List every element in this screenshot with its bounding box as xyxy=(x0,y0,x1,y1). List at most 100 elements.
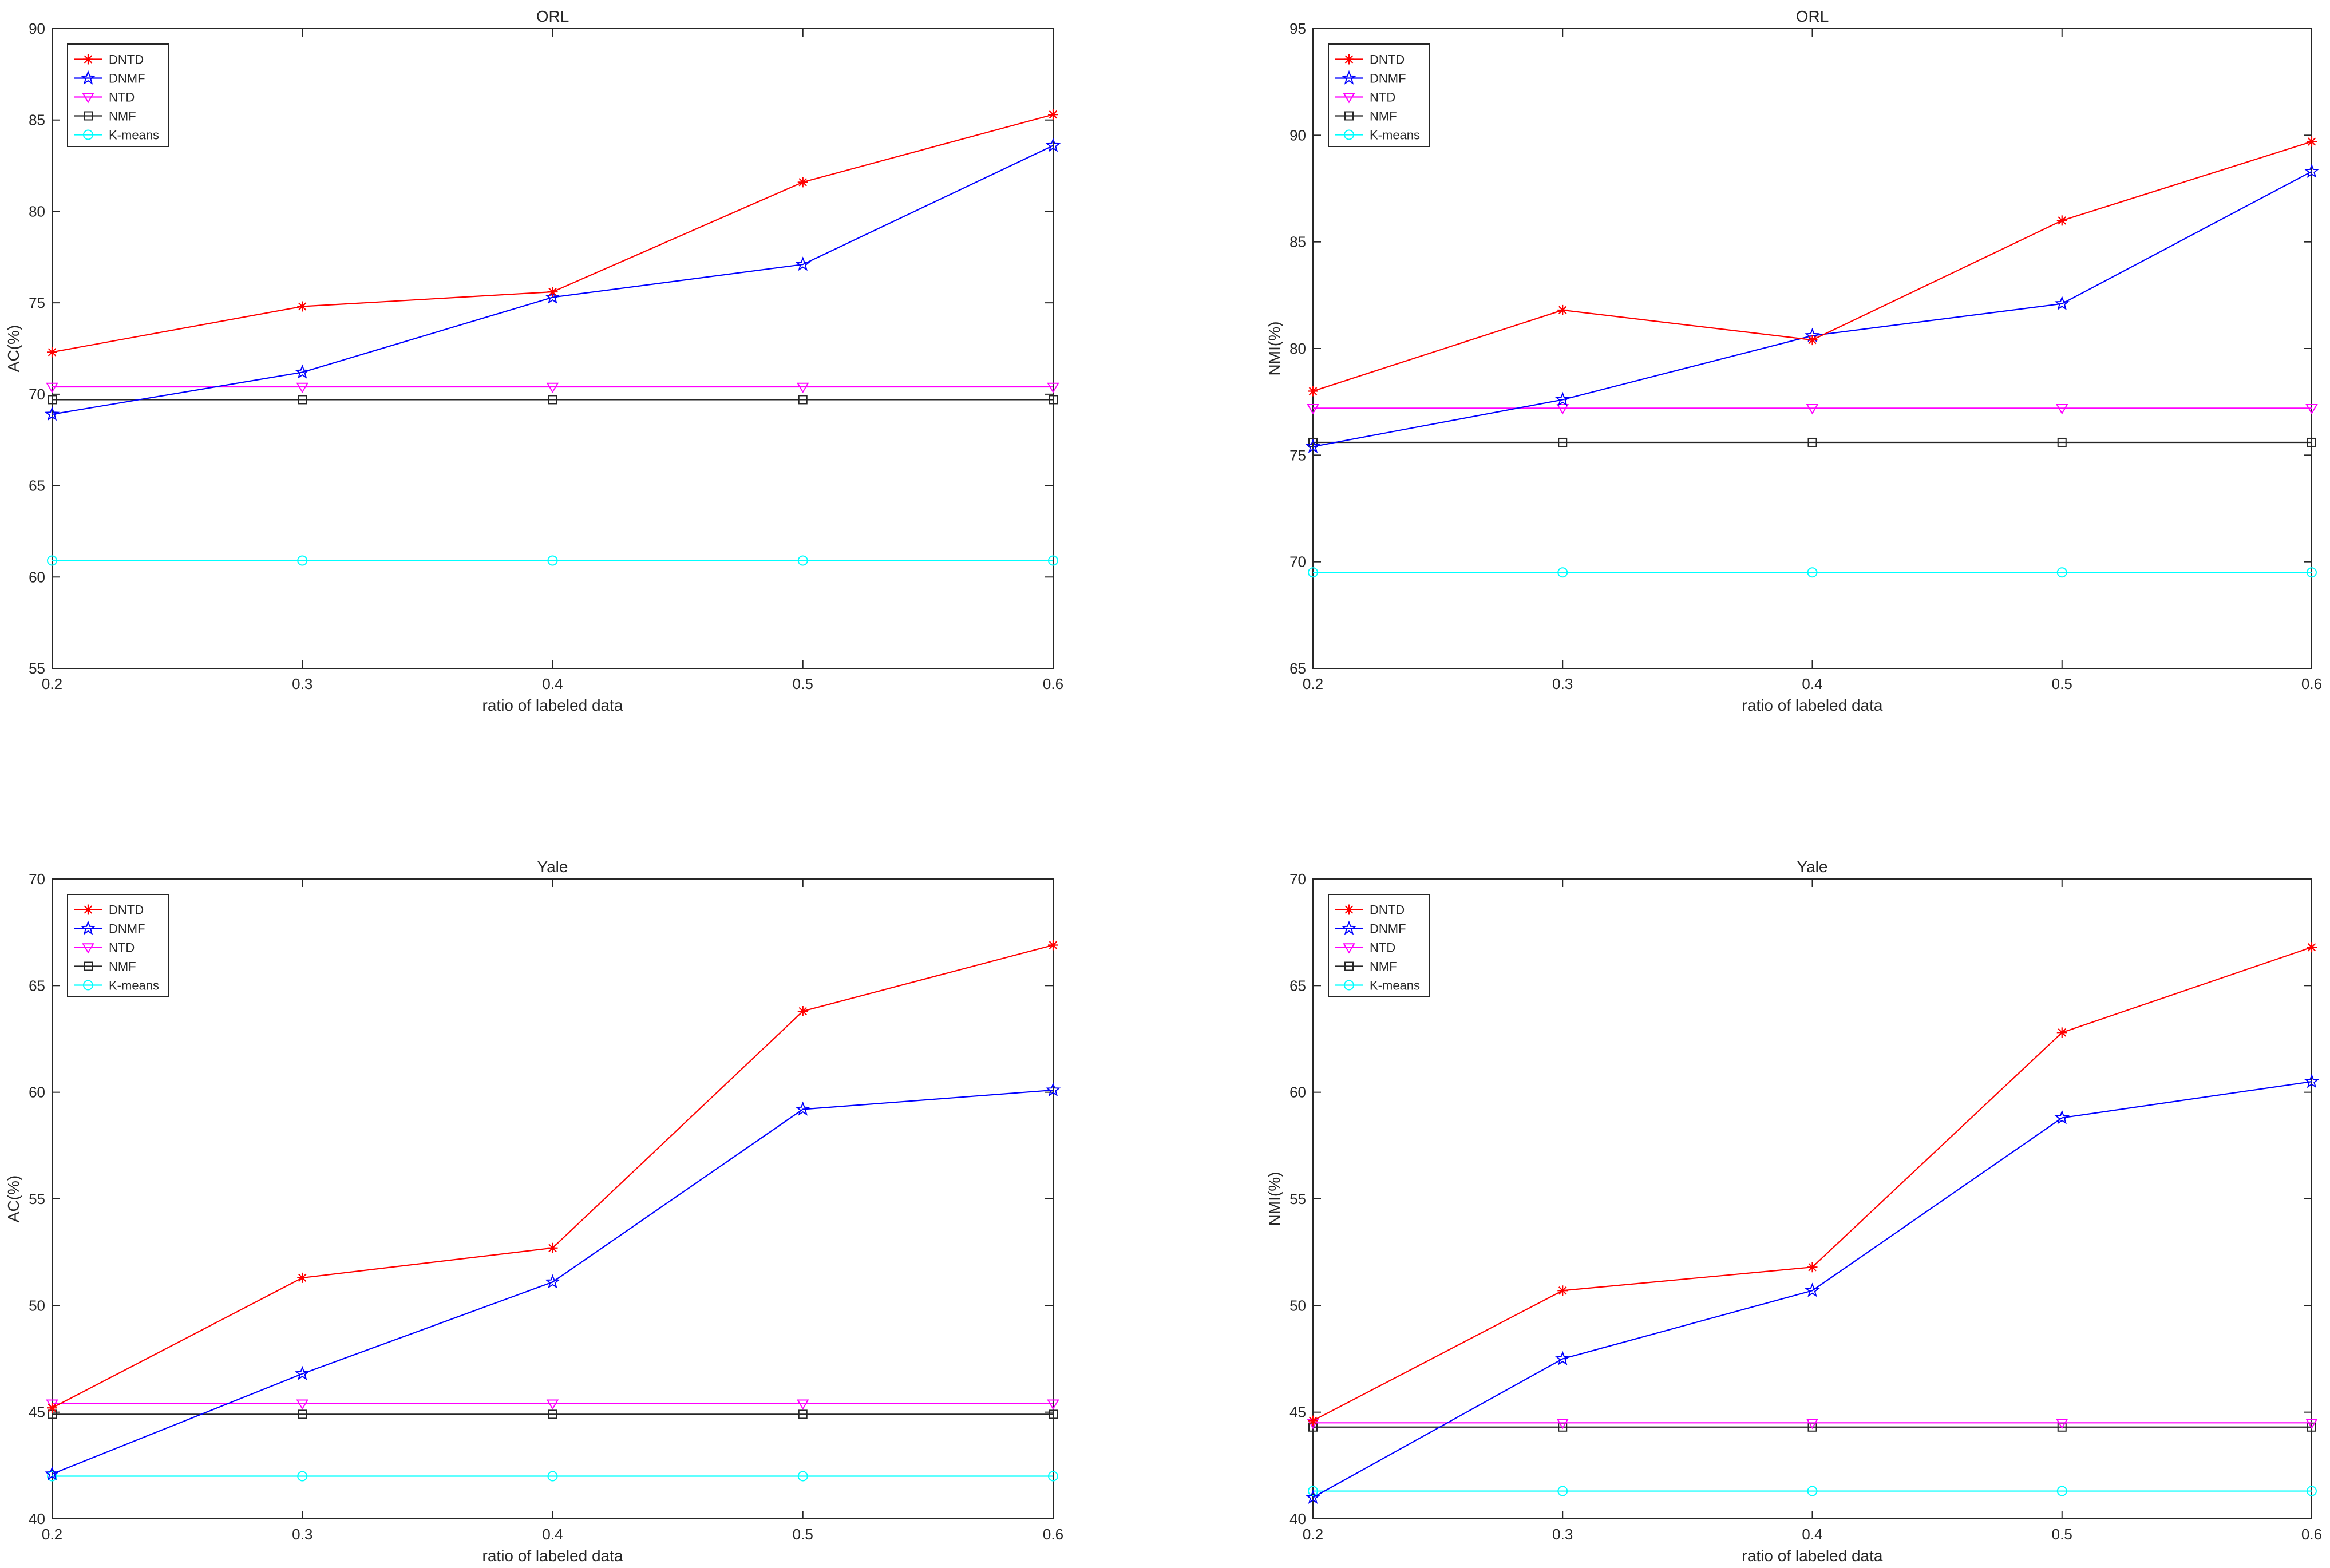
y-tick-label: 50 xyxy=(1289,1297,1306,1314)
data-point xyxy=(297,1471,308,1482)
chart-panel-4: 40 45 50 55 60 65 70 0.2 0.3 0.4 0.5 0.6 Yale ratio o… xyxy=(1265,858,2322,1565)
chart-title: ORL xyxy=(536,7,569,25)
series-nmf xyxy=(48,1409,1058,1419)
data-point xyxy=(2304,163,2320,178)
data-point xyxy=(298,1409,307,1419)
data-point xyxy=(1308,567,1318,578)
data-point xyxy=(795,1101,810,1116)
y-tick-label: 55 xyxy=(29,1190,45,1207)
y-tick-label: 40 xyxy=(29,1510,45,1527)
series-dntd xyxy=(1308,942,2317,1426)
legend-entry: DNTD xyxy=(1335,903,1405,917)
data-point xyxy=(1805,1282,1820,1297)
legend-entry: DNMF xyxy=(74,70,145,86)
data-point xyxy=(1555,391,1571,406)
plot-area xyxy=(52,28,1054,669)
data-point xyxy=(296,382,308,394)
series-nmf xyxy=(1308,437,2316,447)
data-point xyxy=(1045,137,1061,152)
legend-label: NTD xyxy=(109,941,135,955)
legend-marker xyxy=(1344,54,1354,65)
legend-marker xyxy=(83,904,93,915)
data-point xyxy=(1047,1399,1059,1410)
data-point xyxy=(1557,1285,1568,1296)
data-point xyxy=(297,1272,308,1283)
data-point xyxy=(546,382,559,394)
y-tick-label: 75 xyxy=(1289,446,1306,464)
legend-marker xyxy=(83,129,93,140)
x-tick-label: 0.4 xyxy=(542,1526,563,1543)
data-point xyxy=(1557,1486,1568,1496)
legend-entry: NTD xyxy=(74,90,135,105)
x-tick-label: 0.4 xyxy=(1802,675,1822,692)
data-point xyxy=(44,1466,60,1480)
series-dntd xyxy=(47,940,1058,1413)
x-tick-label: 0.5 xyxy=(2052,1526,2072,1543)
data-point xyxy=(546,1399,559,1410)
legend-entry: K-means xyxy=(74,128,159,142)
data-point xyxy=(1806,404,1819,415)
legend: DNTD DNMF NTD NMF K-means xyxy=(67,43,169,147)
series-dnmf xyxy=(44,137,1061,421)
legend-label: K-means xyxy=(1370,128,1420,142)
data-point xyxy=(1807,1262,1818,1273)
y-tick-label: 85 xyxy=(1289,233,1306,251)
legend-entry: DNTD xyxy=(1335,53,1405,67)
data-point xyxy=(1045,1082,1061,1097)
legend-entry: K-means xyxy=(1335,979,1420,993)
legend-label: DNMF xyxy=(1370,72,1406,86)
series-ntd xyxy=(1307,404,2318,415)
data-point xyxy=(1556,1419,1569,1430)
y-tick-label: 50 xyxy=(29,1297,45,1314)
legend-label: DNMF xyxy=(1370,922,1406,936)
legend-label: NMF xyxy=(1370,960,1397,974)
series-line xyxy=(52,1089,1054,1475)
data-point xyxy=(46,382,58,394)
legend-label: NTD xyxy=(109,90,135,105)
x-tick-label: 0.2 xyxy=(1303,1526,1323,1543)
data-point xyxy=(1047,382,1059,394)
data-point xyxy=(2305,1419,2318,1430)
data-point xyxy=(2056,1486,2067,1496)
data-point xyxy=(2054,1110,2070,1124)
x-tick-label: 0.2 xyxy=(42,1526,62,1543)
legend-entry: NMF xyxy=(1335,960,1397,974)
plot-area xyxy=(1312,878,2312,1519)
data-point xyxy=(2307,567,2317,578)
legend-label: DNTD xyxy=(1370,53,1405,67)
data-point xyxy=(47,347,57,358)
y-tick-label: 60 xyxy=(1289,1084,1306,1101)
data-point xyxy=(297,301,308,312)
legend-label: DNTD xyxy=(109,53,144,67)
x-tick-label: 0.2 xyxy=(42,675,62,692)
data-point xyxy=(47,1403,57,1413)
data-point xyxy=(1308,1415,1318,1426)
y-tick-label: 85 xyxy=(29,112,45,129)
data-point xyxy=(1558,437,1568,447)
series-k-means xyxy=(47,1471,1058,1482)
data-point xyxy=(44,406,60,421)
series-k-means xyxy=(1308,567,2317,578)
legend-entry: DNTD xyxy=(74,903,144,917)
data-point xyxy=(795,256,810,271)
data-point xyxy=(1049,395,1058,405)
legend-label: K-means xyxy=(1370,979,1420,993)
x-axis-label: ratio of labeled data xyxy=(482,1547,623,1565)
data-point xyxy=(2304,1074,2320,1088)
data-point xyxy=(798,1409,808,1419)
data-point xyxy=(797,382,809,394)
data-point xyxy=(1807,335,1818,346)
data-point xyxy=(547,555,558,566)
series-ntd xyxy=(46,1399,1059,1410)
series-line xyxy=(52,145,1054,415)
data-point xyxy=(2305,404,2318,415)
series-dntd xyxy=(1308,136,2317,397)
legend-label: NTD xyxy=(1370,941,1395,955)
x-tick-label: 0.3 xyxy=(1552,675,1573,692)
x-tick-label: 0.4 xyxy=(542,675,563,692)
y-tick-label: 55 xyxy=(29,660,45,677)
legend-entry: K-means xyxy=(74,979,159,993)
y-tick-label: 65 xyxy=(29,977,45,994)
data-point xyxy=(1557,567,1568,578)
series-nmf xyxy=(48,395,1058,405)
